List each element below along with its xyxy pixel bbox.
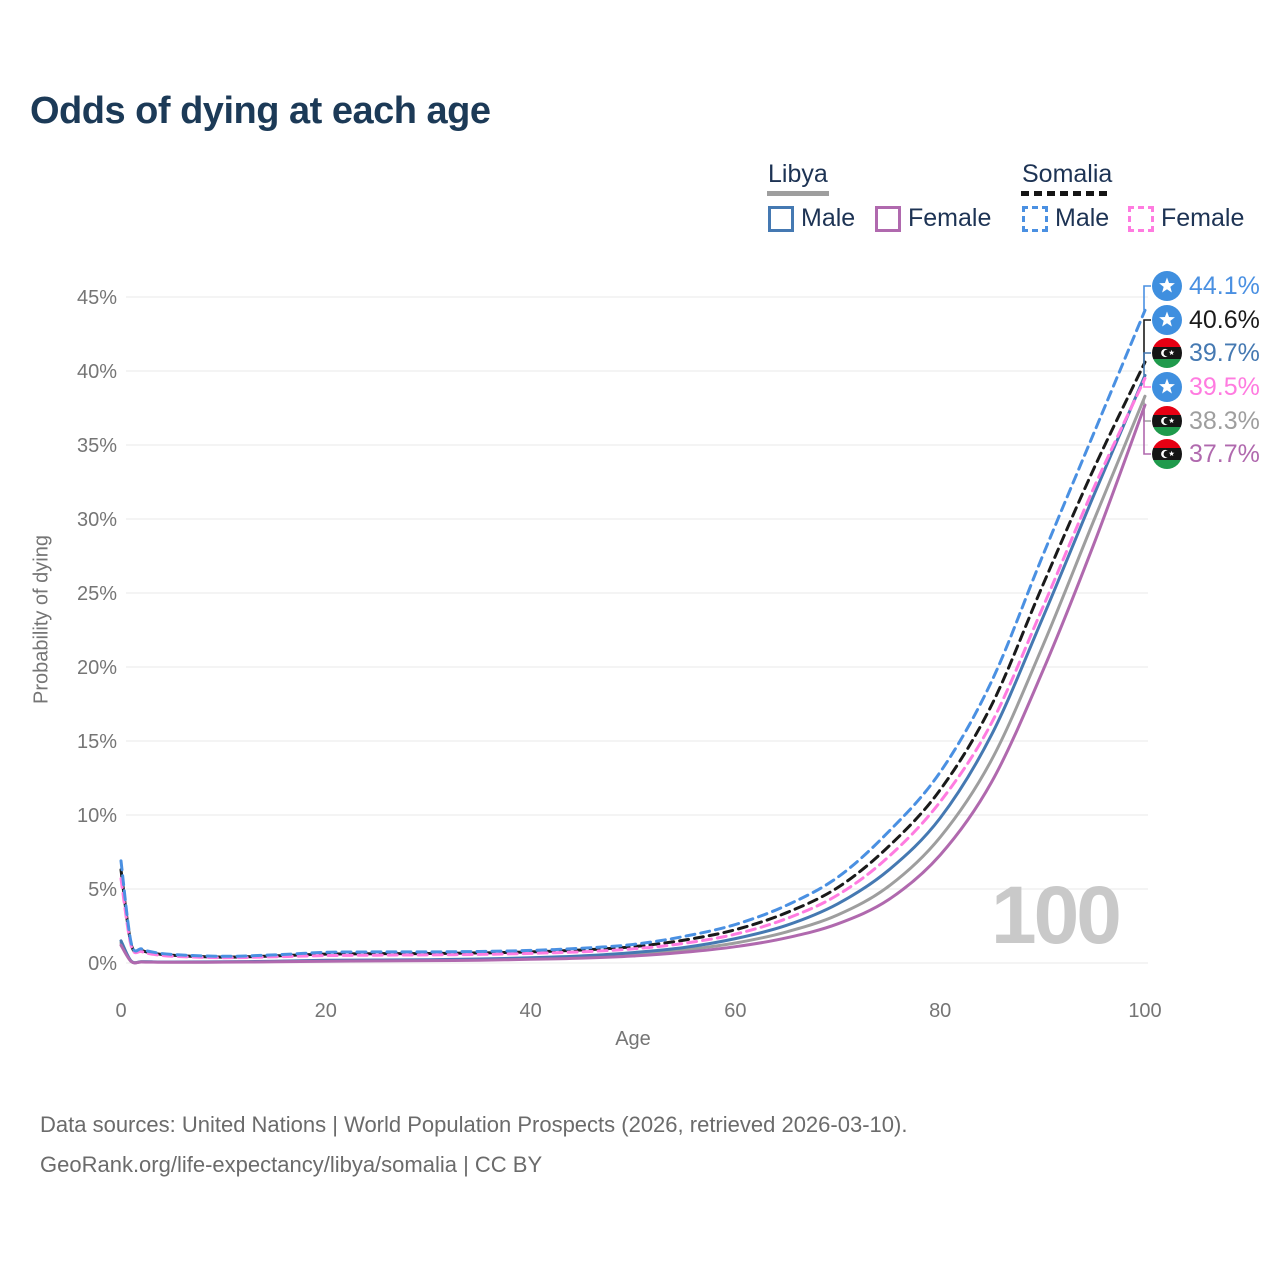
legend-checkbox-somalia-male[interactable]: [1022, 206, 1048, 232]
license-line: GeoRank.org/life-expectancy/libya/somali…: [40, 1152, 543, 1177]
libya-solid-line-swatch: [767, 191, 829, 196]
y-tick-label: 0%: [88, 953, 117, 975]
somalia-dashed-line-swatch: [1021, 191, 1111, 196]
label-connector: [1143, 378, 1151, 388]
somalia-flag-icon: [1152, 305, 1182, 335]
series-line-somalia-both: [119, 360, 1147, 959]
legend-label-somalia-male[interactable]: Male: [1055, 204, 1110, 232]
libya-flag-icon: [1152, 439, 1182, 469]
end-label-row: 39.7%: [1152, 336, 1260, 370]
y-tick-label: 40%: [77, 361, 117, 383]
x-tick-label: 60: [724, 1000, 746, 1022]
label-connector: [1143, 285, 1151, 311]
x-tick-label: 0: [115, 1000, 126, 1022]
series-line-somalia-male: [119, 308, 1147, 958]
end-value: 40.6%: [1189, 305, 1260, 334]
y-tick-label: 20%: [77, 657, 117, 679]
series-line-libya-female: [119, 403, 1147, 965]
legend-group-somalia-label: Somalia: [1022, 160, 1113, 188]
end-label-row: 44.1%: [1152, 269, 1260, 303]
legend-label-libya-female[interactable]: Female: [908, 204, 992, 232]
legend-checkbox-libya-female[interactable]: [875, 206, 901, 232]
x-tick-label: 80: [929, 1000, 951, 1022]
end-label-row: 40.6%: [1152, 303, 1260, 337]
y-tick-label: 25%: [77, 583, 117, 605]
data-sources-line: Data sources: United Nations | World Pop…: [40, 1112, 908, 1137]
x-tick-label: 100: [1128, 1000, 1161, 1022]
end-value: 39.7%: [1189, 338, 1260, 367]
somalia-flag-icon: [1152, 372, 1182, 402]
y-tick-label: 35%: [77, 435, 117, 457]
libya-flag-icon: [1152, 338, 1182, 368]
label-connector: [1143, 319, 1151, 363]
source-attribution: Data sources: United Nations | World Pop…: [40, 1105, 907, 1185]
y-tick-label: 45%: [77, 287, 117, 309]
y-tick-label: 5%: [88, 879, 117, 901]
series-line-somalia-female: [119, 376, 1147, 960]
label-connector: [1143, 352, 1151, 376]
legend-label-somalia-female[interactable]: Female: [1161, 204, 1245, 232]
y-axis-title: Probability of dying: [30, 535, 53, 704]
legend-group-libya-label: Libya: [768, 160, 828, 188]
legend-checkbox-somalia-female[interactable]: [1128, 206, 1154, 232]
label-connector: [1143, 405, 1151, 455]
end-label-row: 38.3%: [1152, 404, 1260, 438]
end-label-row: 37.7%: [1152, 437, 1260, 471]
end-value: 38.3%: [1189, 406, 1260, 435]
y-tick-label: 10%: [77, 805, 117, 827]
end-value: 39.5%: [1189, 372, 1260, 401]
x-axis-title: Age: [615, 1028, 651, 1050]
end-label-row: 39.5%: [1152, 370, 1260, 404]
x-tick-label: 40: [519, 1000, 541, 1022]
legend-label-libya-male[interactable]: Male: [801, 204, 856, 232]
y-tick-label: 30%: [77, 509, 117, 531]
x-tick-label: 20: [315, 1000, 337, 1022]
page-title: Odds of dying at each age: [30, 90, 491, 132]
end-value: 37.7%: [1189, 439, 1260, 468]
legend-checkbox-libya-male[interactable]: [768, 206, 794, 232]
end-value: 44.1%: [1189, 271, 1260, 300]
somalia-flag-icon: [1152, 271, 1182, 301]
libya-flag-icon: [1152, 406, 1182, 436]
y-tick-label: 15%: [77, 731, 117, 753]
age-watermark: 100: [991, 870, 1122, 961]
